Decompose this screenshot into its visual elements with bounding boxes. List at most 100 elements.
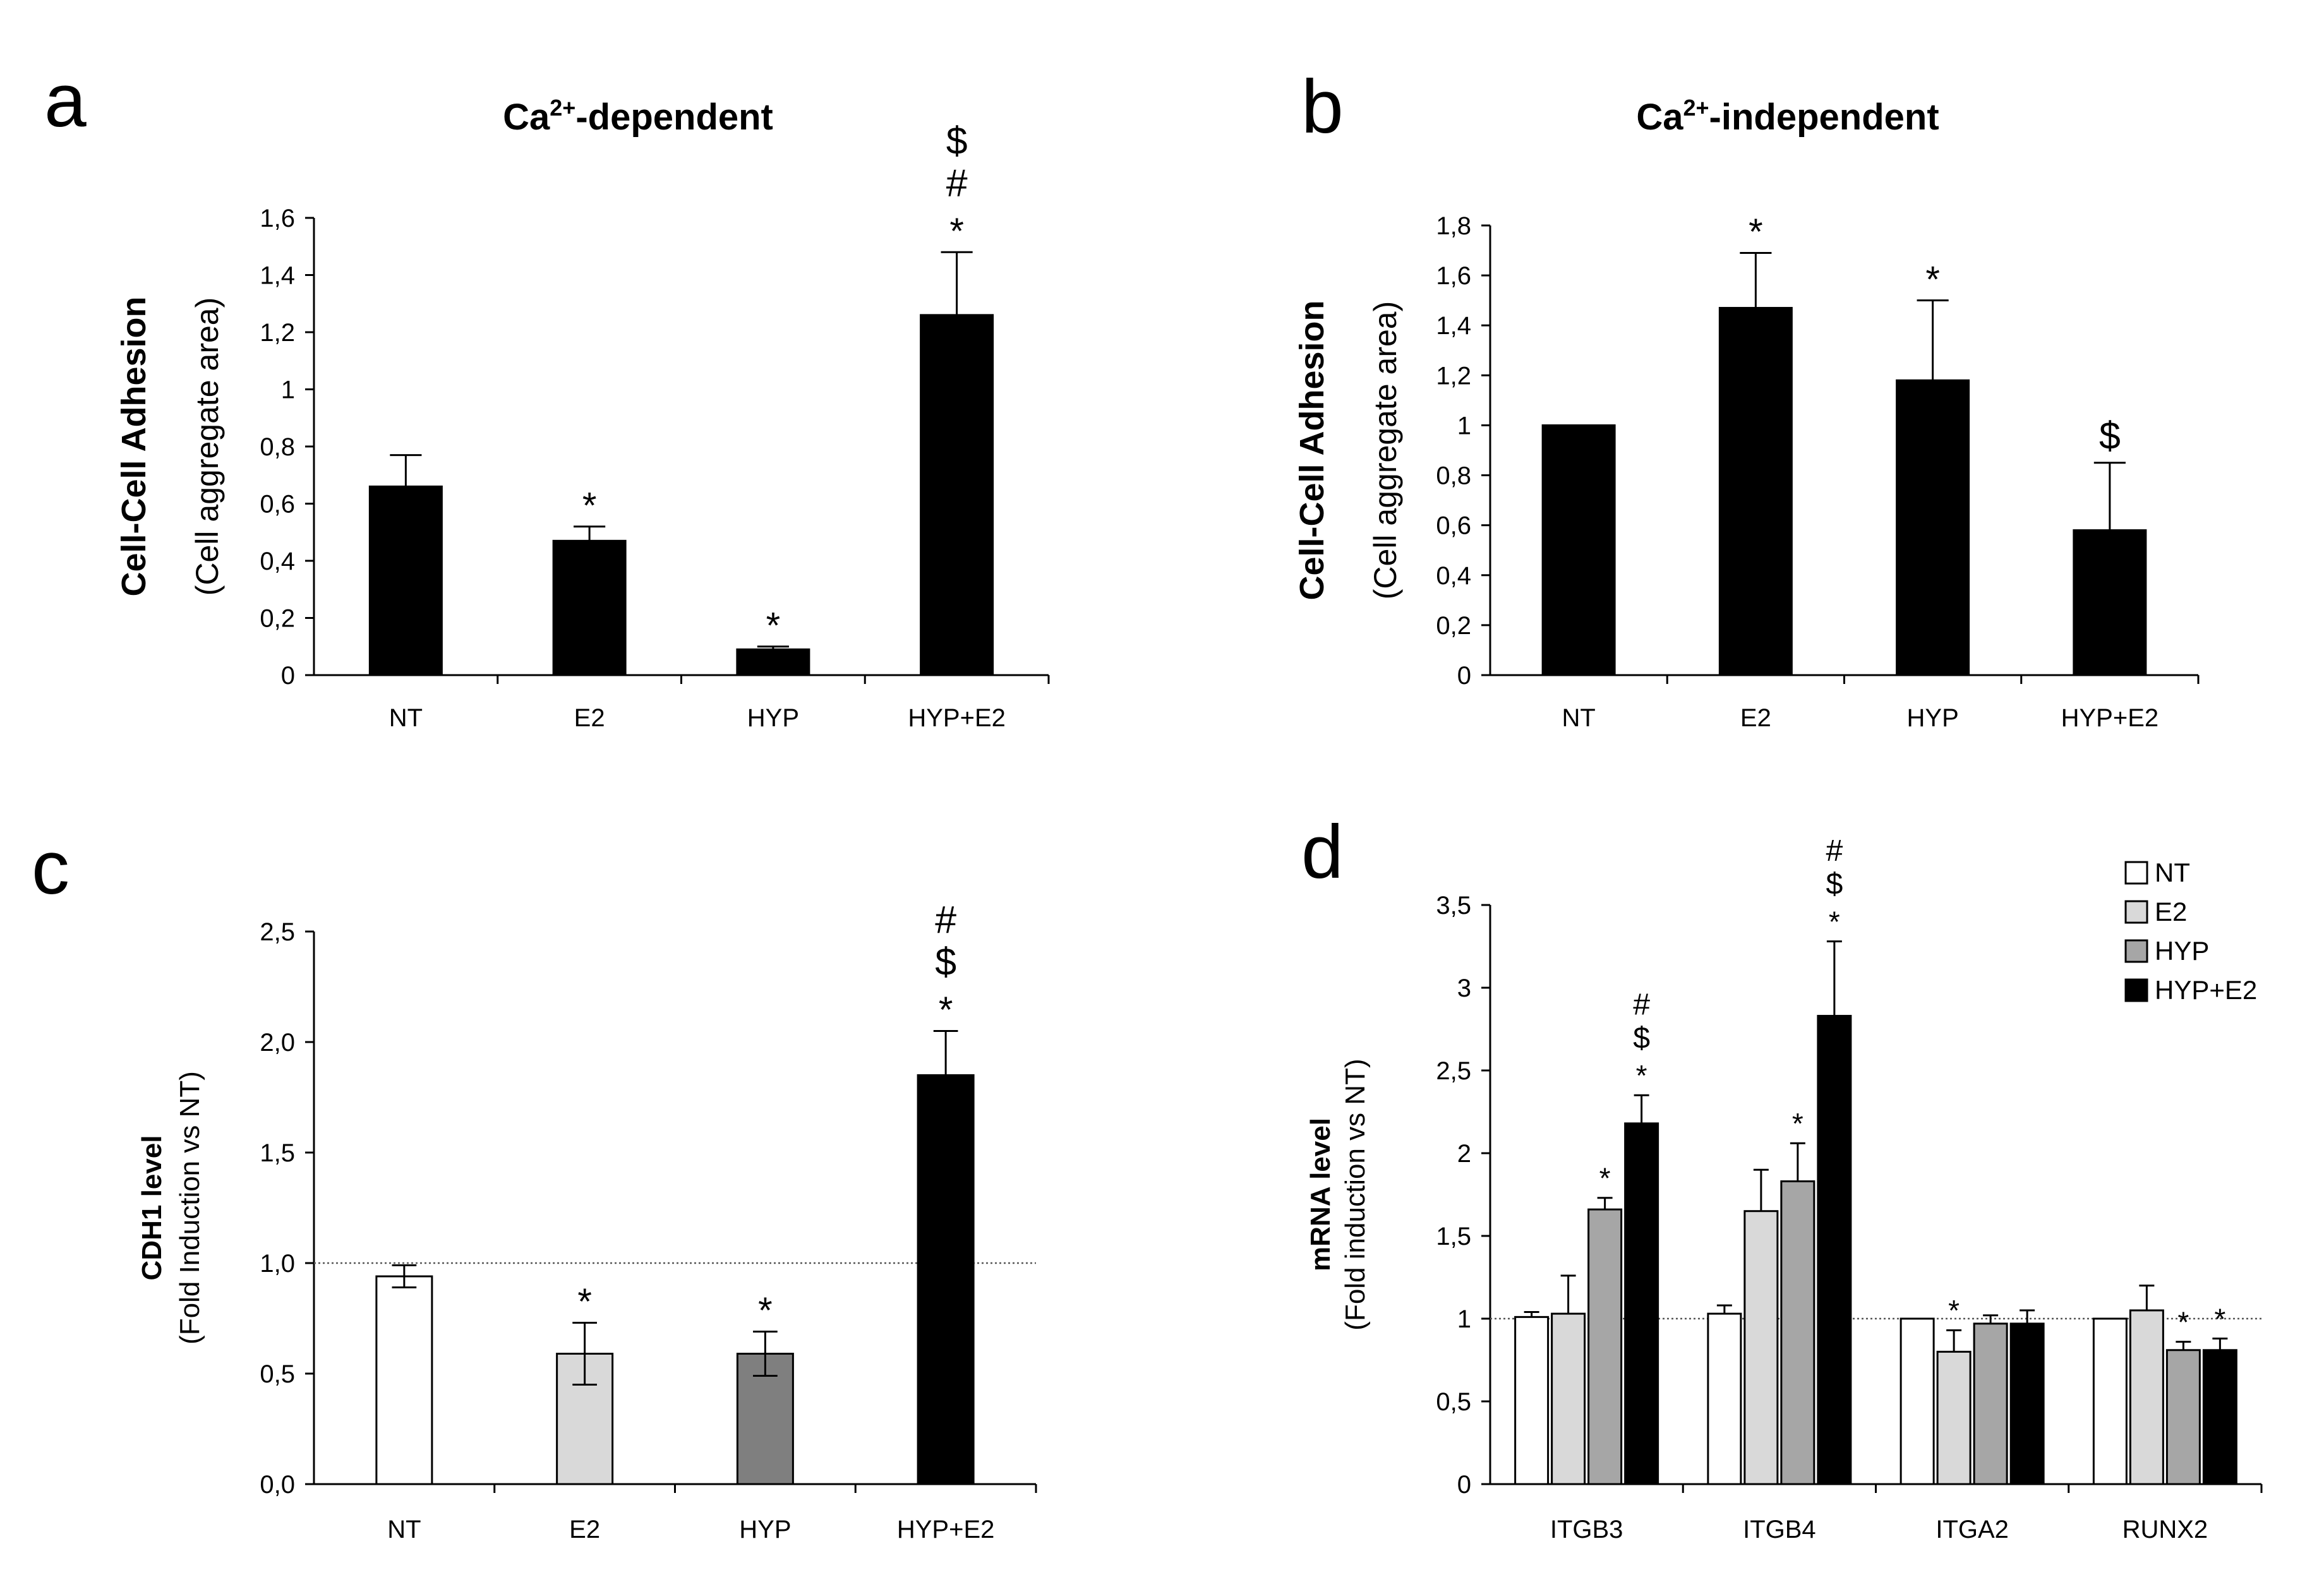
significance-mark: * [758,1290,773,1331]
significance-mark: * [1948,1294,1960,1327]
y-tick-label: 1,4 [260,262,295,290]
bar [920,314,994,676]
significance-mark: * [1636,1059,1647,1092]
y-axis-label: Cell-Cell Adhesion [115,296,153,596]
y-tick-label: 0,5 [260,1360,295,1388]
bar [1780,1180,1815,1485]
significance-mark: # [946,162,968,205]
bar [552,539,627,676]
chart-title: Ca2+-dependent [503,95,773,138]
y-tick-label: 1,8 [1436,212,1471,240]
y-tick-label: 0 [281,662,295,690]
legend-swatch [2124,978,2148,1002]
significance-mark: * [2214,1302,2225,1335]
x-tick-label: HYP [747,704,799,732]
bar [2009,1322,2045,1485]
legend-label: HYP [2155,936,2209,966]
panel-letter: a [44,58,87,143]
y-tick-label: 2 [1457,1140,1471,1168]
significance-mark: $ [946,119,968,162]
bar [1896,379,1970,676]
y-tick-label: 1 [1457,412,1471,440]
bar [1624,1122,1659,1485]
chart-title: Ca2+-independent [1636,95,1939,138]
legend-swatch [2124,861,2148,885]
y-tick-label: 1,5 [1436,1223,1471,1250]
significance-mark: * [766,605,781,646]
y-axis-sublabel: (Cell aggregate area) [190,297,225,596]
x-tick-label: HYP [1907,704,1959,732]
chart-panel-a: a Ca2+-dependent Cell-Cell Adhesion (Cell a… [44,58,1050,732]
y-tick-label: 0,0 [260,1471,295,1499]
significance-mark: * [1749,212,1763,253]
legend-label: HYP+E2 [2155,975,2257,1005]
y-tick-label: 1,6 [260,205,295,232]
x-tick-label: E2 [569,1516,600,1543]
y-tick-label: 0,2 [1436,612,1471,640]
bar [1936,1350,1972,1485]
y-tick-label: 3,5 [1436,892,1471,920]
bar [1587,1208,1623,1485]
y-axis-label: Cell-Cell Adhesion [1293,300,1331,600]
chart-panel-d: d mRNA level (Fold induction vs NT) 0 0,5 1 1,… [1301,810,2263,1543]
y-tick-label: 1,4 [1436,312,1471,340]
significance-mark: * [1925,259,1940,300]
y-tick-label: 1,0 [260,1250,295,1278]
chart-panel-c: c CDH1 level (Fold Induction vs NT) 0,0 0,5 1… [32,825,1037,1543]
y-tick-label: 1,2 [260,319,295,347]
x-tick-label: HYP [739,1516,791,1543]
y-axis-label: CDH1 level [136,1136,167,1281]
x-tick-label: E2 [574,704,605,732]
legend-label: E2 [2155,897,2187,926]
y-tick-label: 0,6 [260,491,295,518]
y-tick-label: 1,6 [1436,262,1471,290]
significance-mark: $ [1826,867,1843,901]
panel-letter: d [1301,810,1344,894]
y-tick-label: 0 [1457,1471,1471,1499]
x-tick-label: NT [1562,704,1595,732]
bar [1817,1015,1852,1485]
x-tick-label: RUNX2 [2122,1516,2208,1543]
y-tick-label: 3 [1457,974,1471,1002]
bar [1973,1322,2008,1485]
x-tick-label: ITGA2 [1936,1516,2009,1543]
y-tick-label: 0,4 [260,548,295,575]
bar [2092,1317,2128,1485]
significance-mark: $ [2099,414,2121,457]
y-tick-label: 2,5 [1436,1057,1471,1085]
bar [1718,307,1793,676]
y-axis-sublabel: (Fold induction vs NT) [1340,1058,1371,1330]
y-axis-label: mRNA level [1305,1118,1336,1271]
x-tick-label: HYP+E2 [897,1516,995,1543]
significance-mark: * [949,211,964,252]
x-tick-label: ITGB4 [1743,1516,1816,1543]
significance-mark: * [2177,1306,2189,1339]
bar [917,1074,975,1485]
bar [1900,1317,1935,1485]
x-tick-label: NT [389,704,423,732]
legend-swatch [2124,939,2148,963]
x-tick-label: HYP+E2 [2061,704,2159,732]
chart-panel-b: b Ca2+-independent Cell-Cell Adhesion (Cell… [1293,64,2200,732]
y-tick-label: 1 [281,376,295,404]
legend-label: NT [2155,858,2190,887]
y-tick-label: 2,5 [260,918,295,946]
bar [2165,1349,2201,1485]
bar [1541,424,1616,676]
significance-mark: * [1792,1107,1803,1140]
bar [1707,1312,1742,1485]
x-tick-label: NT [387,1516,421,1543]
bar [736,648,810,676]
significance-mark: # [1633,988,1650,1022]
y-tick-label: 1,5 [260,1139,295,1167]
x-tick-label: HYP+E2 [908,704,1006,732]
bar [2129,1309,2164,1485]
significance-mark: $ [1633,1021,1650,1055]
significance-mark: * [939,990,953,1031]
y-axis-sublabel: (Fold Induction vs NT) [174,1071,205,1345]
significance-mark: $ [935,940,956,983]
y-tick-label: 0 [1457,662,1471,690]
y-tick-label: 1,2 [1436,362,1471,390]
significance-mark: * [582,485,597,526]
